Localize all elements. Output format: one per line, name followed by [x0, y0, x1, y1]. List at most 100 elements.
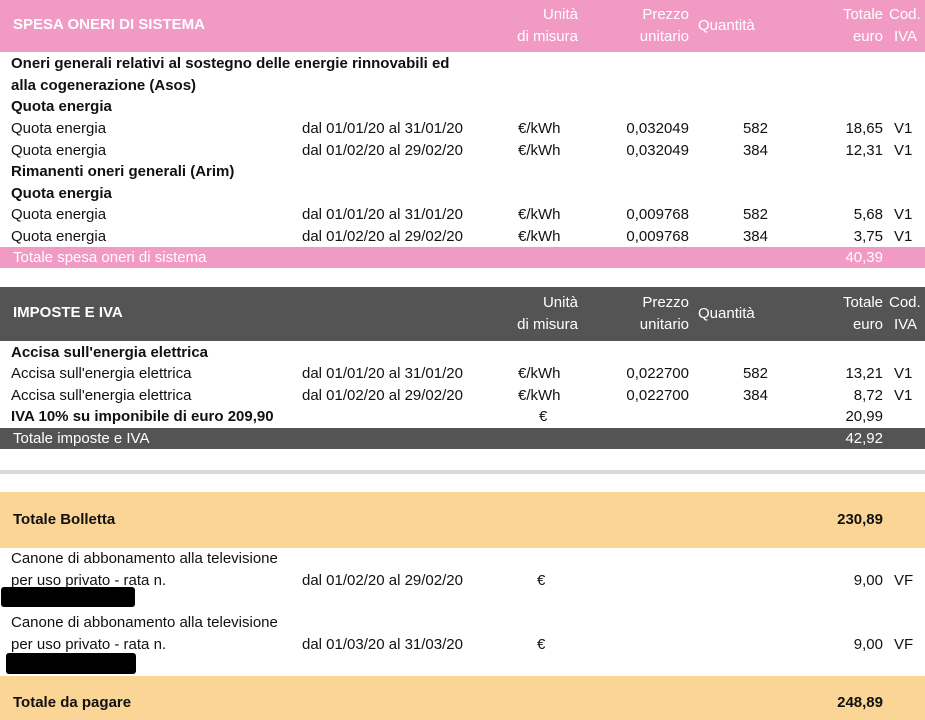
row-total: 12,31 [845, 142, 883, 159]
row-iva: V1 [894, 142, 913, 159]
table-row: Accisa sull'energia elettrica dal 01/01/… [0, 363, 925, 385]
oneri-total-value: 40,39 [845, 249, 883, 266]
row-iva: V1 [894, 228, 913, 245]
canone-row: dal 01/02/20 al 29/02/20 € 9,00 VF [0, 570, 925, 592]
oneri-header: SPESA ONERI DI SISTEMA Unità di misura P… [0, 0, 925, 52]
asos-title: Oneri generali relativi al sostegno dell… [11, 55, 450, 94]
pagare-total-value: 248,89 [837, 694, 883, 711]
col-qty-header: Quantità [698, 305, 755, 322]
row-price: 0,032049 [626, 142, 689, 159]
oneri-title: SPESA ONERI DI SISTEMA [13, 16, 205, 33]
row-period: dal 01/02/20 al 29/02/20 [302, 142, 463, 159]
iva-total: 20,99 [845, 408, 883, 425]
imposte-total-row: Totale imposte e IVA 42,92 [0, 428, 925, 449]
canone-desc: Canone di abbonamento alla televisione p… [11, 614, 278, 653]
redaction-bar [1, 587, 135, 607]
row-iva: VF [894, 572, 914, 589]
arim-subtitle: Quota energia [11, 185, 112, 202]
col-qty-header: Quantità [698, 17, 755, 34]
row-iva: VF [894, 636, 914, 653]
row-desc: Accisa sull'energia elettrica [11, 365, 192, 382]
canone-row: dal 01/03/20 al 31/03/20 € 9,00 VF [0, 634, 925, 656]
row-unit: € [537, 572, 546, 589]
row-price: 0,009768 [626, 228, 689, 245]
row-total: 9,00 [853, 636, 883, 653]
row-period: dal 01/02/20 al 29/02/20 [302, 572, 463, 589]
col-total-header: Totale euro [842, 294, 883, 333]
iva-unit: € [539, 408, 548, 425]
imposte-total-value: 42,92 [845, 430, 883, 447]
arim-title-row: Rimanenti oneri generali (Arim) [0, 161, 925, 183]
pagare-total-bar: Totale da pagare 248,89 [0, 676, 925, 720]
col-price-header: Prezzo unitario [639, 294, 689, 333]
accisa-title-row: Accisa sull'energia elettrica [0, 342, 925, 364]
row-price: 0,032049 [626, 120, 689, 137]
col-total-header: Totale euro [842, 6, 883, 45]
row-desc: Quota energia [11, 206, 107, 223]
bolletta-total-bar: Totale Bolletta 230,89 [0, 492, 925, 548]
imposte-header: IMPOSTE E IVA Unità di misura Prezzo uni… [0, 287, 925, 341]
table-row: Quota energia dal 01/01/20 al 31/01/20 €… [0, 118, 925, 140]
row-total: 18,65 [845, 120, 883, 137]
row-unit: €/kWh [518, 206, 561, 223]
row-desc: Accisa sull'energia elettrica [11, 387, 192, 404]
row-total: 8,72 [853, 387, 883, 404]
row-qty: 582 [742, 120, 768, 137]
row-price: 0,022700 [626, 387, 689, 404]
imposte-total-label: Totale imposte e IVA [13, 430, 150, 447]
row-desc: Quota energia [11, 142, 107, 159]
row-unit: €/kWh [518, 142, 561, 159]
col-iva-header: Cod. IVA [889, 6, 921, 45]
row-desc: Quota energia [11, 120, 107, 137]
row-price: 0,022700 [626, 365, 689, 382]
arim-subtitle-row: Quota energia [0, 183, 925, 205]
row-unit: € [537, 636, 546, 653]
arim-title: Rimanenti oneri generali (Arim) [11, 163, 235, 180]
asos-subtitle: Quota energia [11, 98, 112, 115]
row-unit: €/kWh [518, 228, 561, 245]
row-period: dal 01/03/20 al 31/03/20 [302, 636, 463, 653]
row-unit: €/kWh [518, 120, 561, 137]
iva-row: IVA 10% su imponibile di euro 209,90 € 2… [0, 406, 925, 428]
asos-subtitle-row: Quota energia [0, 96, 925, 118]
row-iva: V1 [894, 387, 913, 404]
col-unit-header: Unità di misura [517, 294, 578, 333]
row-price: 0,009768 [626, 206, 689, 223]
row-qty: 384 [742, 387, 768, 404]
imposte-title: IMPOSTE E IVA [13, 304, 123, 321]
table-row: Quota energia dal 01/01/20 al 31/01/20 €… [0, 204, 925, 226]
table-row: Quota energia dal 01/02/20 al 29/02/20 €… [0, 140, 925, 162]
iva-desc: IVA 10% su imponibile di euro 209,90 [11, 408, 274, 425]
row-period: dal 01/01/20 al 31/01/20 [302, 120, 463, 137]
bolletta-total-value: 230,89 [837, 511, 883, 528]
row-period: dal 01/01/20 al 31/01/20 [302, 365, 463, 382]
redaction-bar [6, 653, 136, 674]
oneri-total-row: Totale spesa oneri di sistema 40,39 [0, 247, 925, 268]
row-unit: €/kWh [518, 387, 561, 404]
bolletta-total-label: Totale Bolletta [13, 511, 116, 528]
accisa-title: Accisa sull'energia elettrica [11, 344, 208, 361]
col-price-header: Prezzo unitario [639, 6, 689, 45]
canone-desc: Canone di abbonamento alla televisione p… [11, 550, 278, 589]
col-iva-header: Cod. IVA [889, 294, 921, 333]
oneri-total-label: Totale spesa oneri di sistema [13, 249, 207, 266]
row-iva: V1 [894, 206, 913, 223]
row-total: 5,68 [853, 206, 883, 223]
section-divider [0, 470, 925, 474]
pagare-total-label: Totale da pagare [13, 694, 132, 711]
row-period: dal 01/02/20 al 29/02/20 [302, 387, 463, 404]
row-unit: €/kWh [518, 365, 561, 382]
col-unit-header: Unità di misura [517, 6, 578, 45]
table-row: Quota energia dal 01/02/20 al 29/02/20 €… [0, 226, 925, 248]
table-row: Accisa sull'energia elettrica dal 01/02/… [0, 385, 925, 407]
row-qty: 384 [742, 142, 768, 159]
row-period: dal 01/01/20 al 31/01/20 [302, 206, 463, 223]
row-desc: Quota energia [11, 228, 107, 245]
row-iva: V1 [894, 365, 913, 382]
row-period: dal 01/02/20 al 29/02/20 [302, 228, 463, 245]
row-total: 9,00 [853, 572, 883, 589]
row-total: 13,21 [845, 365, 883, 382]
row-qty: 384 [742, 228, 768, 245]
row-iva: V1 [894, 120, 913, 137]
row-qty: 582 [742, 206, 768, 223]
